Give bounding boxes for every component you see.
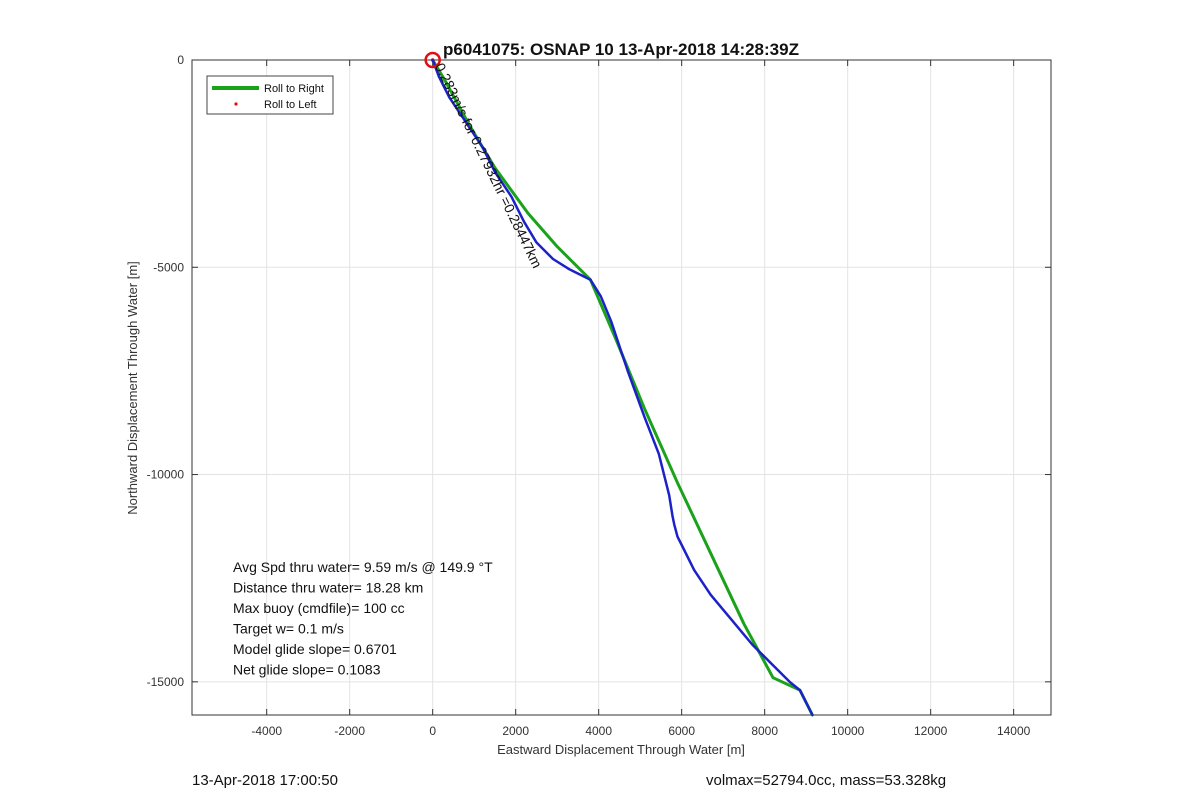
stats-line: Target w= 0.1 m/s [233,621,344,637]
x-tick-label: 8000 [751,724,778,738]
legend-label-roll-right: Roll to Right [264,83,324,95]
x-tick-label: 4000 [585,724,612,738]
series-line-track [431,58,814,717]
x-tick-label: 10000 [831,724,865,738]
stats-line: Max buoy (cmdfile)= 100 cc [233,600,405,616]
x-tick-label: 0 [429,724,436,738]
y-tick-label: -5000 [153,260,184,274]
legend-label-roll-left: Roll to Left [264,99,317,111]
stats-line: Distance thru water= 18.28 km [233,580,423,596]
legend-swatch-roll-left [234,102,238,106]
stats-line: Avg Spd thru water= 9.59 m/s @ 149.9 °T [233,559,493,575]
grid-lines [192,59,1051,715]
y-tick-label: -10000 [147,468,185,482]
x-tick-label: 2000 [502,724,529,738]
footer-volmax-mass: volmax=52794.0cc, mass=53.328kg [706,772,947,789]
x-tick-label: 12000 [914,724,948,738]
legend-box [206,75,334,115]
y-tick-label: -15000 [147,675,185,689]
y-axis-label: Northward Displacement Through Water [m] [125,261,140,515]
stats-line: Net glide slope= 0.1083 [233,662,381,678]
stats-text-block: Avg Spd thru water= 9.59 m/s @ 149.9 °T D… [233,559,493,678]
stats-line: Model glide slope= 0.6701 [233,641,397,657]
chart-title: p6041075: OSNAP 10 13-Apr-2018 14:28:39Z [443,40,799,59]
x-tick-label: 6000 [668,724,695,738]
axes-frame [191,59,1052,716]
series-layer: 0.283m/s for 0.27932hr =0.28447km [424,51,814,717]
footer-timestamp: 13-Apr-2018 17:00:50 [192,772,338,789]
segment-annotation: 0.283m/s for 0.27932hr =0.28447km [432,60,545,270]
start-marker [424,51,441,69]
x-axis-label: Eastward Displacement Through Water [m] [497,742,745,757]
x-tick-label: 14000 [997,724,1031,738]
x-tick-label: -4000 [251,724,282,738]
y-tick-label: 0 [177,53,184,67]
legend: Roll to Right Roll to Left [206,75,334,115]
x-tick-label: -2000 [334,724,365,738]
